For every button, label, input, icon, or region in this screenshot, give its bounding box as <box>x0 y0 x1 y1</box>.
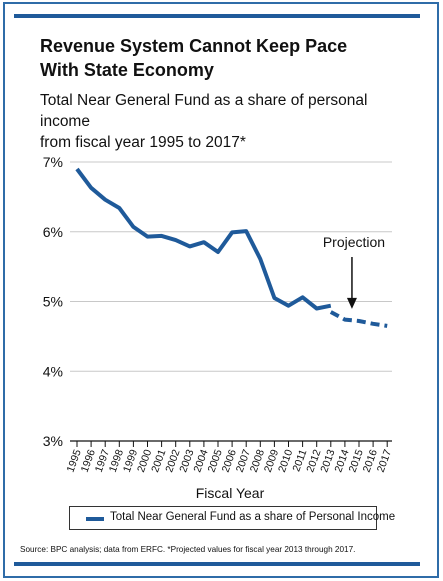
x-axis-title: Fiscal Year <box>196 485 265 501</box>
projection-line <box>329 310 388 328</box>
series-line <box>75 167 332 311</box>
y-axis-labels: 3% 4% 5% 6% 7% <box>43 154 63 449</box>
x-axis <box>70 440 392 447</box>
x-axis-labels: 1995199619971998199920002001200220032004… <box>65 448 395 474</box>
chart-subtitle-line-2: from fiscal year 1995 to 2017* <box>40 134 246 151</box>
chart-title-line-1: Revenue System Cannot Keep Pace <box>40 36 348 56</box>
annotation-layer: Projection <box>323 234 385 309</box>
chart-subtitle-line-1: Total Near General Fund as a share of pe… <box>40 92 368 130</box>
legend-label: Total Near General Fund as a share of Pe… <box>110 511 396 523</box>
top-rule <box>14 14 420 18</box>
projection-arrow-head <box>346 297 357 309</box>
series-layer <box>75 167 388 328</box>
chart-frame <box>3 2 439 578</box>
chart-title: Revenue System Cannot Keep Pace With Sta… <box>40 34 400 82</box>
bottom-rule <box>14 562 420 566</box>
y-tick-label: 4% <box>43 363 63 379</box>
chart-subtitle: Total Near General Fund as a share of pe… <box>40 90 420 153</box>
y-tick-label: 3% <box>43 433 63 449</box>
legend-swatch <box>86 517 104 521</box>
source-note: Source: BPC analysis; data from ERFC. *P… <box>20 545 356 554</box>
y-tick-label: 7% <box>43 154 63 170</box>
y-tick-label: 6% <box>43 224 63 240</box>
chart-title-line-2: With State Economy <box>40 60 214 80</box>
grid-layer <box>70 161 392 372</box>
projection-annotation-label: Projection <box>323 234 385 250</box>
y-tick-label: 5% <box>43 294 63 310</box>
legend: Total Near General Fund as a share of Pe… <box>69 506 395 530</box>
